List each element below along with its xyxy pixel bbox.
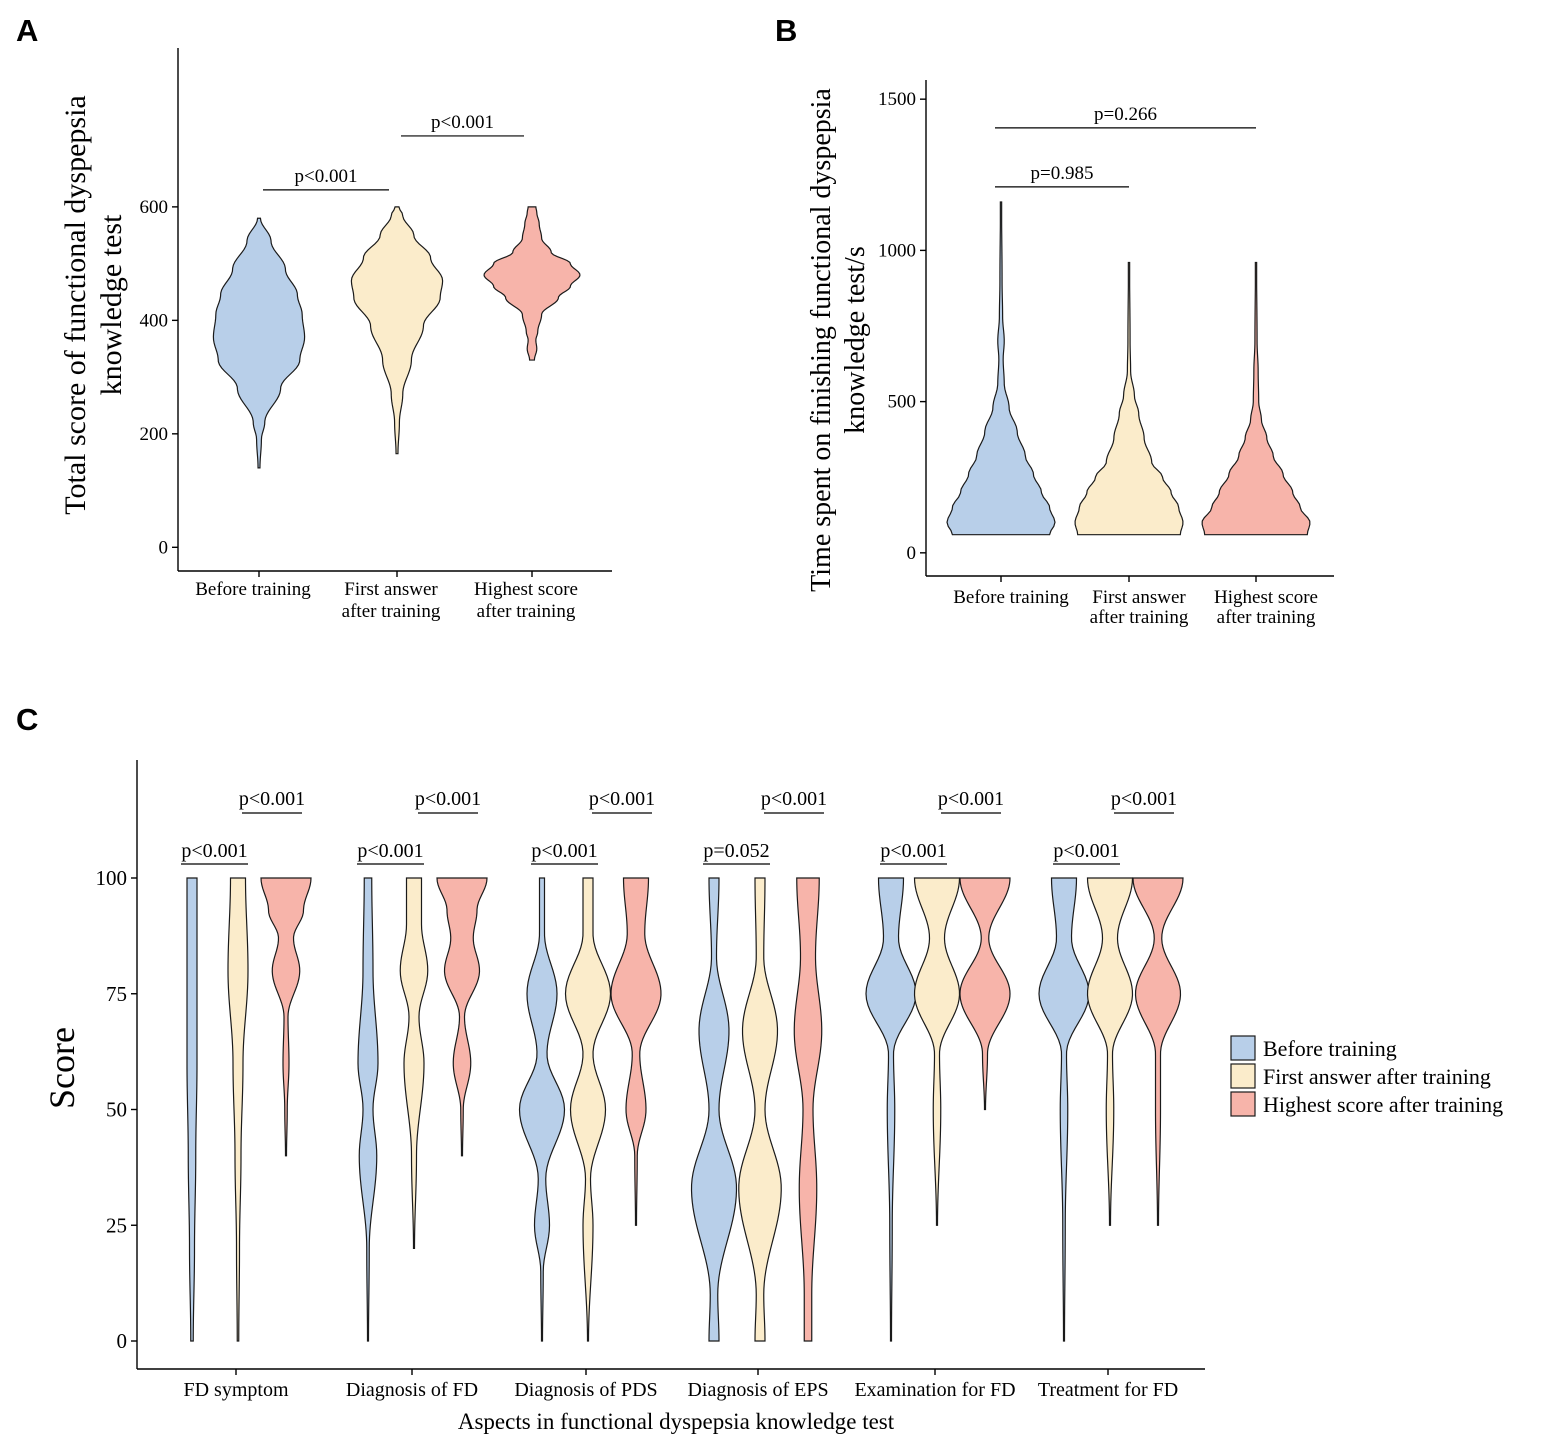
- violin-first: [399, 877, 429, 1249]
- comparison-p-value: p<0.001: [1111, 788, 1177, 810]
- y-tick-label: 0: [159, 537, 169, 558]
- x-tick-label: after training: [342, 601, 441, 622]
- comparison-p-value: p=0.052: [703, 840, 769, 862]
- violin-highest: [610, 877, 662, 1226]
- comparison-p-value: p<0.001: [181, 840, 247, 862]
- comparison-p-value: p<0.001: [357, 840, 423, 862]
- violin-first: [1074, 261, 1184, 536]
- chart-panel-b: 0 500 1000 1500 Time spent on finishing func…: [806, 80, 1334, 628]
- chart-panel-c: 0 25 50 75 100 Score Aspects in functional dys…: [42, 760, 1205, 1434]
- x-tick-label: Treatment for FD: [1038, 1379, 1178, 1401]
- violin-before: [690, 877, 738, 1342]
- panel-letter-b: B: [775, 13, 797, 48]
- legend-label-first: First answer after training: [1263, 1064, 1491, 1089]
- y-axis-label: Time spent on finishing functional dyspe…: [806, 88, 871, 592]
- y-axis-label: Total score of functional dyspepsia knowl…: [59, 95, 128, 514]
- legend: Before training First answer after train…: [1230, 1035, 1503, 1117]
- comparison-p-value: p<0.001: [239, 788, 305, 810]
- x-tick-label: Highest score: [474, 579, 578, 600]
- y-tick-label: 200: [140, 424, 169, 445]
- x-tick-label: Highest score: [1214, 587, 1318, 608]
- comparison-p-value: p<0.001: [1053, 840, 1119, 862]
- comparison-p-value: p<0.001: [295, 166, 358, 187]
- x-tick-label: Diagnosis of FD: [346, 1379, 478, 1401]
- x-tick-label: after training: [1217, 607, 1316, 628]
- x-tick-label: Before training: [195, 579, 311, 600]
- legend-swatch-first: [1230, 1063, 1256, 1089]
- violin-highest: [793, 877, 823, 1342]
- y-axis-label: Score: [42, 1027, 82, 1109]
- legend-swatch-before: [1230, 1035, 1256, 1061]
- x-tick-label: First answer: [1092, 587, 1186, 608]
- comparison-p-value: p=0.266: [1094, 104, 1157, 125]
- legend-label-before: Before training: [1263, 1036, 1397, 1061]
- y-tick-label: 500: [888, 392, 917, 413]
- violin-highest: [1132, 877, 1184, 1226]
- comparison-p-value: p<0.001: [531, 840, 597, 862]
- violin-highest: [260, 877, 312, 1157]
- violin-first: [913, 877, 961, 1226]
- violin-highest: [959, 877, 1011, 1111]
- y-tick-label: 50: [106, 1098, 127, 1122]
- comparison-p-value: p<0.001: [880, 840, 946, 862]
- violin-before: [186, 877, 198, 1342]
- violin-first: [1086, 877, 1134, 1226]
- y-tick-label: 100: [96, 866, 128, 890]
- violin-before: [1038, 877, 1090, 1342]
- violin-first: [738, 877, 782, 1342]
- violin-first: [350, 206, 444, 455]
- comparison-p-value: p<0.001: [431, 112, 494, 133]
- x-tick-label: Before training: [953, 587, 1069, 608]
- comparison-p-value: p<0.001: [761, 788, 827, 810]
- legend-swatch-highest: [1230, 1091, 1256, 1117]
- y-tick-label: 0: [117, 1329, 128, 1353]
- violin-highest: [483, 206, 581, 361]
- violin-highest: [436, 877, 488, 1157]
- violin-first: [227, 877, 249, 1342]
- panel-letter-a: A: [16, 13, 38, 48]
- panel-letter-c: C: [16, 702, 38, 737]
- x-tick-label: FD symptom: [183, 1379, 288, 1401]
- chart-panel-a: 0 200 400 600 Total score of functional dysp…: [59, 48, 612, 622]
- violin-before: [865, 877, 917, 1342]
- y-tick-label: 1500: [878, 89, 916, 110]
- y-tick-label: 600: [140, 197, 169, 218]
- x-tick-label: after training: [1090, 607, 1189, 628]
- violin-before: [212, 217, 306, 469]
- x-tick-label: after training: [477, 601, 576, 622]
- comparison-p-value: p<0.001: [589, 788, 655, 810]
- y-tick-label: 1000: [878, 240, 916, 261]
- x-tick-label: Diagnosis of EPS: [687, 1379, 828, 1401]
- y-tick-label: 75: [106, 982, 127, 1006]
- x-axis-label: Aspects in functional dyspepsia knowledg…: [458, 1409, 895, 1434]
- violin-before: [518, 877, 566, 1342]
- comparison-p-value: p<0.001: [938, 788, 1004, 810]
- x-tick-label: Diagnosis of PDS: [514, 1379, 657, 1401]
- violin-before: [946, 201, 1056, 536]
- x-tick-label: Examination for FD: [854, 1379, 1015, 1401]
- legend-label-highest: Highest score after training: [1263, 1092, 1503, 1117]
- violin-highest: [1201, 261, 1311, 536]
- y-tick-label: 0: [907, 543, 917, 564]
- violin-first: [564, 877, 612, 1342]
- violin-before: [357, 877, 379, 1342]
- x-tick-label: First answer: [344, 579, 438, 600]
- comparison-p-value: p<0.001: [415, 788, 481, 810]
- y-tick-label: 25: [106, 1213, 127, 1237]
- y-tick-label: 400: [140, 310, 169, 331]
- comparison-p-value: p=0.985: [1031, 163, 1094, 184]
